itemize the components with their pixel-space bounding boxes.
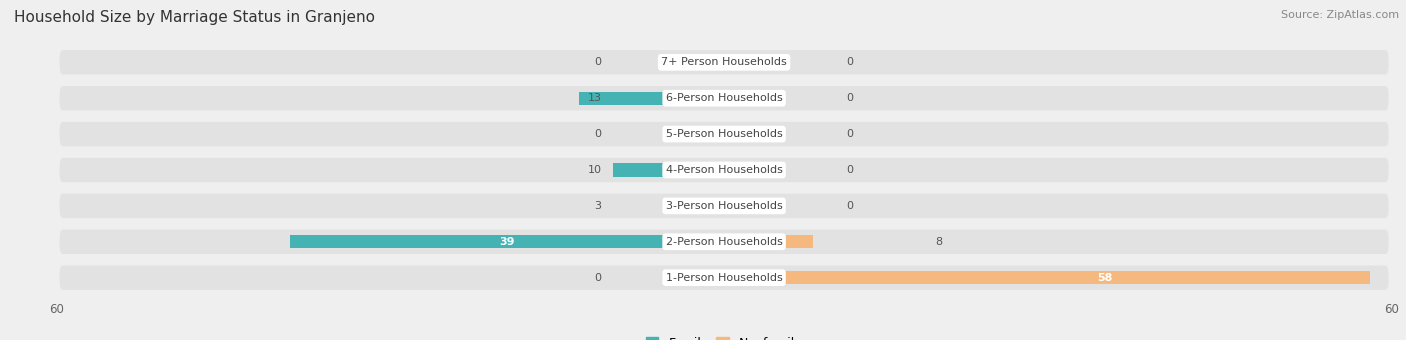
FancyBboxPatch shape bbox=[59, 50, 1389, 74]
Text: 0: 0 bbox=[846, 201, 853, 211]
Text: 0: 0 bbox=[846, 129, 853, 139]
Text: 2-Person Households: 2-Person Households bbox=[665, 237, 783, 247]
FancyBboxPatch shape bbox=[59, 194, 1389, 218]
Bar bbox=[724, 199, 752, 212]
Bar bbox=[724, 163, 752, 177]
Text: 0: 0 bbox=[595, 129, 602, 139]
Text: 0: 0 bbox=[595, 273, 602, 283]
Text: 6-Person Households: 6-Person Households bbox=[665, 93, 783, 103]
Bar bbox=[724, 91, 752, 105]
Text: 1-Person Households: 1-Person Households bbox=[665, 273, 783, 283]
Text: 3-Person Households: 3-Person Households bbox=[665, 201, 783, 211]
Text: 4-Person Households: 4-Person Households bbox=[665, 165, 783, 175]
Text: 0: 0 bbox=[846, 57, 853, 67]
Text: 5-Person Households: 5-Person Households bbox=[665, 129, 783, 139]
Text: 7+ Person Households: 7+ Person Households bbox=[661, 57, 787, 67]
Text: 0: 0 bbox=[846, 165, 853, 175]
Text: 13: 13 bbox=[588, 93, 602, 103]
Text: 58: 58 bbox=[1098, 273, 1114, 283]
Bar bbox=[579, 91, 724, 105]
Bar bbox=[724, 271, 1369, 284]
FancyBboxPatch shape bbox=[59, 158, 1389, 182]
Bar bbox=[613, 163, 724, 177]
Text: 0: 0 bbox=[846, 93, 853, 103]
FancyBboxPatch shape bbox=[59, 230, 1389, 254]
Bar bbox=[724, 128, 752, 141]
Bar bbox=[724, 56, 752, 69]
FancyBboxPatch shape bbox=[59, 86, 1389, 110]
Text: 10: 10 bbox=[588, 165, 602, 175]
Bar bbox=[696, 56, 724, 69]
FancyBboxPatch shape bbox=[59, 122, 1389, 146]
Text: Source: ZipAtlas.com: Source: ZipAtlas.com bbox=[1281, 10, 1399, 20]
Bar bbox=[724, 235, 813, 249]
FancyBboxPatch shape bbox=[59, 266, 1389, 290]
Text: 39: 39 bbox=[499, 237, 515, 247]
Text: 0: 0 bbox=[595, 57, 602, 67]
Bar bbox=[290, 235, 724, 249]
Bar bbox=[696, 271, 724, 284]
Legend: Family, Nonfamily: Family, Nonfamily bbox=[645, 337, 803, 340]
Text: Household Size by Marriage Status in Granjeno: Household Size by Marriage Status in Gra… bbox=[14, 10, 375, 25]
Bar bbox=[690, 199, 724, 212]
Bar bbox=[696, 128, 724, 141]
Text: 3: 3 bbox=[595, 201, 602, 211]
Text: 8: 8 bbox=[935, 237, 942, 247]
